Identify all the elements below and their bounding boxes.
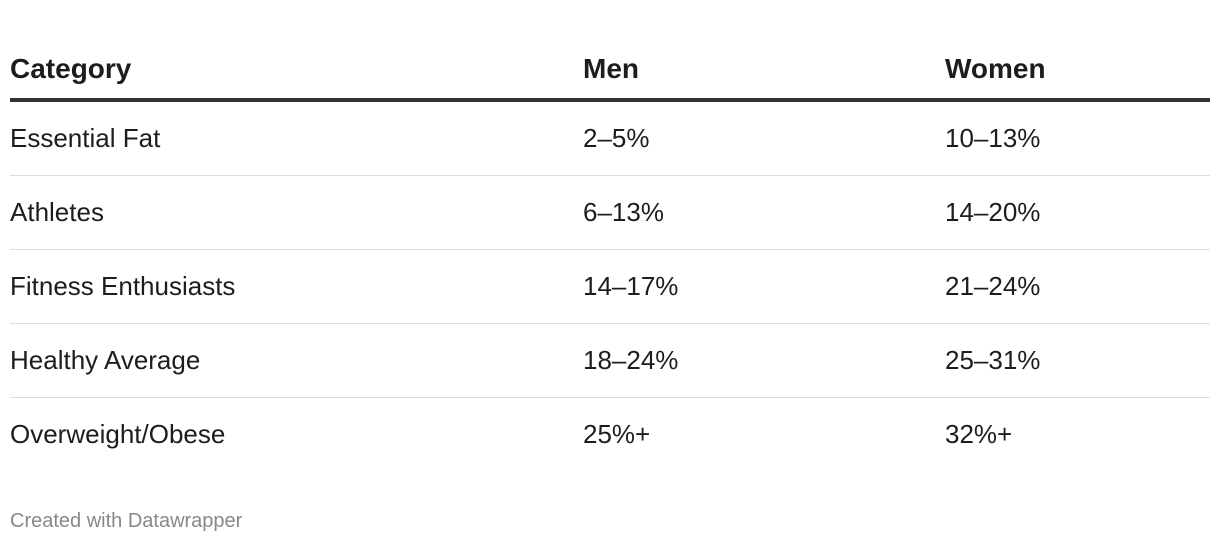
header-row: Category Men Women	[10, 40, 1210, 102]
cell: 18–24%	[583, 323, 945, 398]
cell: 14–20%	[945, 175, 1210, 250]
table: Category Men Women Essential Fat 2–5% 10–13%…	[10, 40, 1210, 471]
cell: 25–31%	[945, 323, 1210, 398]
cell: 10–13%	[945, 100, 1210, 176]
cell: 6–13%	[583, 175, 945, 250]
header-cell: Men	[583, 40, 945, 102]
footer: Created with Datawrapper	[10, 510, 243, 532]
cell: 25%+	[583, 419, 651, 449]
cell: Fitness Enthusiasts	[10, 249, 583, 324]
cell: 32%+	[945, 419, 1013, 449]
cell: 2–5%	[583, 100, 945, 176]
row: Athletes 6–13% 14–20%	[10, 175, 1210, 250]
table-container: Category Men Women Essential Fat 2–5% 10–13%…	[10, 0, 1210, 532]
row: Overweight/Obese 25%+ 32%+	[10, 398, 1210, 472]
row: Healthy Average 18–24% 25–31%	[10, 323, 1210, 398]
cell: Essential Fat	[10, 100, 583, 176]
header-cell: Category	[10, 40, 583, 102]
table-body: Essential Fat 2–5% 10–13% Athletes 6–13% 14–2…	[10, 100, 1210, 471]
cell: Overweight/Obese	[10, 419, 226, 449]
row: Fitness Enthusiasts 14–17% 21–24%	[10, 249, 1210, 324]
header-cell: Women	[945, 40, 1210, 102]
row: Essential Fat 2–5% 10–13%	[10, 100, 1210, 176]
table-header: Category Men Women	[10, 40, 1210, 102]
cell: 21–24%	[945, 249, 1210, 324]
cell: Healthy Average	[10, 323, 583, 398]
cell: Athletes	[10, 175, 583, 250]
cell: 14–17%	[583, 249, 945, 324]
